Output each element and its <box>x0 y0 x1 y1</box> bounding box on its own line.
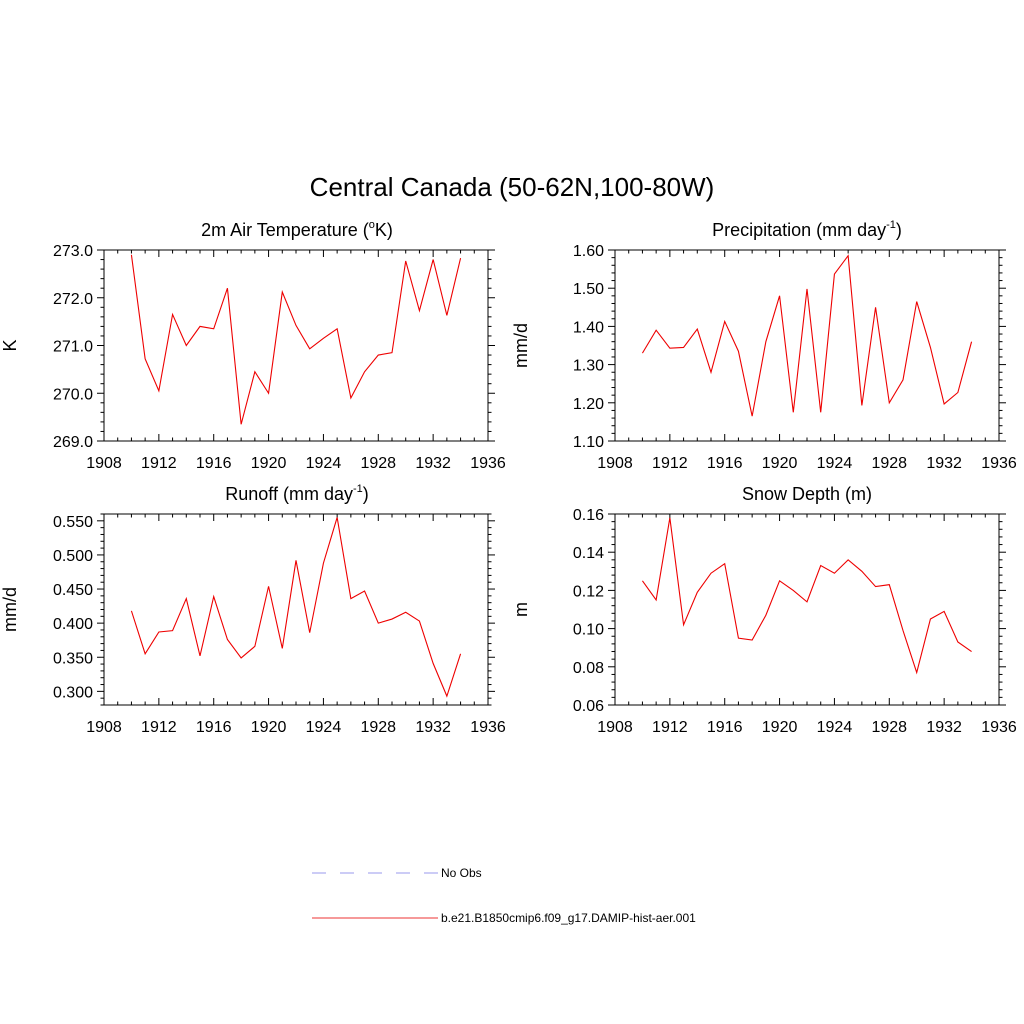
x-tick-label-air-temperature: 1928 <box>360 455 396 472</box>
figure-title: Central Canada (50-62N,100-80W) <box>310 172 715 202</box>
x-tick-label-runoff: 1932 <box>415 719 451 736</box>
y-tick-label-snow-depth: 0.16 <box>573 507 604 524</box>
x-tick-label-precipitation: 1916 <box>707 455 743 472</box>
y-tick-label-snow-depth: 0.06 <box>573 698 604 715</box>
y-tick-label-runoff: 0.450 <box>53 582 93 599</box>
y-tick-label-air-temperature: 270.0 <box>53 386 93 403</box>
x-tick-label-snow-depth: 1920 <box>762 719 798 736</box>
x-tick-label-runoff: 1924 <box>306 719 342 736</box>
x-tick-label-precipitation: 1936 <box>981 455 1017 472</box>
x-tick-label-precipitation: 1932 <box>926 455 962 472</box>
y-tick-label-precipitation: 1.20 <box>573 396 604 413</box>
series-line-snow-depth <box>641 517 972 675</box>
x-tick-label-snow-depth: 1924 <box>817 719 853 736</box>
plot-frame-runoff <box>103 513 489 706</box>
x-tick-label-snow-depth: 1912 <box>652 719 688 736</box>
x-tick-label-snow-depth: 1928 <box>871 719 907 736</box>
y-tick-label-air-temperature: 271.0 <box>53 339 93 356</box>
x-tick-label-runoff: 1928 <box>360 719 396 736</box>
x-tick-label-runoff: 1912 <box>141 719 177 736</box>
y-tick-label-precipitation: 1.40 <box>573 319 604 336</box>
panel-runoff: Runoff (mm day-1) 1908 1912 1916 1920 1924 19… <box>0 483 506 736</box>
legend-label-no-obs: No Obs <box>441 866 482 880</box>
y-tick-label-air-temperature: 273.0 <box>53 243 93 260</box>
y-axis-label-snow-depth: m <box>511 602 531 617</box>
y-tick-label-snow-depth: 0.10 <box>573 622 604 639</box>
x-tick-label-runoff: 1908 <box>86 719 122 736</box>
y-tick-label-precipitation: 1.10 <box>573 434 604 451</box>
x-tick-label-air-temperature: 1908 <box>86 455 122 472</box>
x-tick-label-snow-depth: 1908 <box>597 719 633 736</box>
panel-title-runoff: Runoff (mm day-1) <box>225 483 369 504</box>
y-tick-label-runoff: 0.400 <box>53 616 93 633</box>
plot-frame-air-temperature <box>103 249 489 442</box>
x-tick-label-precipitation: 1928 <box>871 455 907 472</box>
series-line-air-temperature <box>130 254 462 425</box>
y-tick-label-runoff: 0.550 <box>53 514 93 531</box>
panel-title-snow-depth: Snow Depth (m) <box>742 484 872 504</box>
y-tick-label-precipitation: 1.30 <box>573 358 604 375</box>
y-tick-label-air-temperature: 272.0 <box>53 291 93 308</box>
panel-precipitation: Precipitation (mm day-1) 1908 1912 1916 192… <box>511 219 1017 472</box>
x-tick-label-runoff: 1936 <box>470 719 506 736</box>
x-tick-label-precipitation: 1920 <box>762 455 798 472</box>
y-axis-label-precipitation: mm/d <box>511 323 531 368</box>
x-tick-label-precipitation: 1908 <box>597 455 633 472</box>
x-tick-label-runoff: 1920 <box>251 719 287 736</box>
x-tick-label-runoff: 1916 <box>196 719 232 736</box>
x-tick-label-air-temperature: 1920 <box>251 455 287 472</box>
y-axis-label-air-temperature: K <box>0 339 20 351</box>
x-tick-label-air-temperature: 1932 <box>415 455 451 472</box>
x-tick-label-snow-depth: 1932 <box>926 719 962 736</box>
panel-air-temperature: 2m Air Temperature (oK) 1908 1912 1916 1920… <box>0 219 506 472</box>
y-tick-label-snow-depth: 0.08 <box>573 660 604 677</box>
y-tick-label-runoff: 0.350 <box>53 650 93 667</box>
legend: No Obs b.e21.B1850cmip6.f09_g17.DAMIP-hi… <box>312 866 696 925</box>
y-tick-label-precipitation: 1.60 <box>573 243 604 260</box>
x-tick-label-air-temperature: 1912 <box>141 455 177 472</box>
x-tick-label-snow-depth: 1936 <box>981 719 1017 736</box>
panel-snow-depth: Snow Depth (m) 1908 1912 1916 1920 1924 1928 1… <box>511 484 1017 736</box>
x-tick-label-precipitation: 1912 <box>652 455 688 472</box>
x-tick-label-snow-depth: 1916 <box>707 719 743 736</box>
y-axis-label-runoff: mm/d <box>0 587 20 632</box>
plot-frame-precipitation <box>614 249 1000 442</box>
y-tick-label-snow-depth: 0.12 <box>573 583 604 600</box>
series-line-precipitation <box>641 254 973 417</box>
y-tick-label-runoff: 0.500 <box>53 548 93 565</box>
y-tick-label-runoff: 0.300 <box>53 684 93 701</box>
panel-title-air-temperature: 2m Air Temperature (oK) <box>201 219 393 240</box>
series-line-runoff <box>130 517 462 698</box>
y-tick-label-snow-depth: 0.14 <box>573 545 604 562</box>
y-tick-label-precipitation: 1.50 <box>573 281 604 298</box>
x-tick-label-precipitation: 1924 <box>817 455 853 472</box>
x-tick-label-air-temperature: 1936 <box>470 455 506 472</box>
legend-label-model-run: b.e21.B1850cmip6.f09_g17.DAMIP-hist-aer.… <box>441 911 696 925</box>
x-tick-label-air-temperature: 1916 <box>196 455 232 472</box>
x-tick-label-air-temperature: 1924 <box>306 455 342 472</box>
panel-title-precipitation: Precipitation (mm day-1) <box>712 219 902 240</box>
y-tick-label-air-temperature: 269.0 <box>53 434 93 451</box>
